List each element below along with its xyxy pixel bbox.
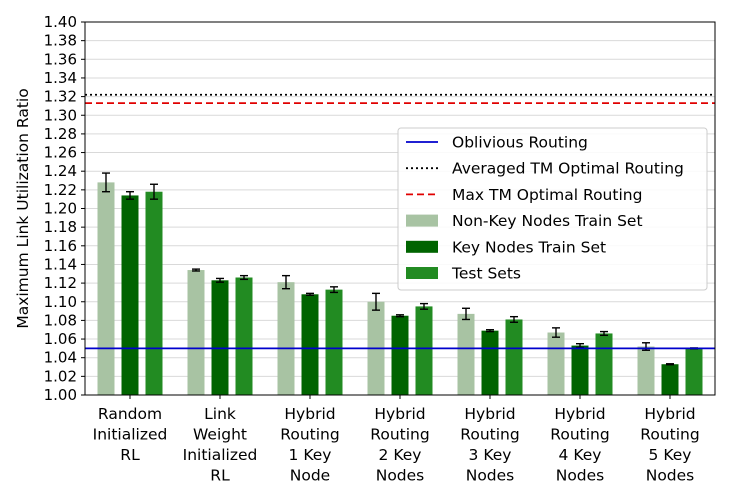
x-tick-label-line: Nodes (466, 467, 515, 485)
x-tick-label-line: Routing (460, 426, 519, 444)
bar (277, 282, 295, 395)
x-tick-label-line: Initialized (183, 446, 258, 464)
x-tick-label-line: Hybrid (374, 405, 425, 423)
bar (121, 195, 139, 395)
y-tick-label: 1.34 (44, 69, 77, 87)
x-tick-label-line: Routing (280, 426, 339, 444)
legend-patch-swatch (406, 240, 438, 253)
y-tick-label: 1.18 (44, 218, 77, 236)
bar (481, 330, 499, 395)
x-tick-label-line: Hybrid (464, 405, 515, 423)
legend: Oblivious Routing Averaged TM Optimal Rou… (397, 127, 708, 291)
y-tick-label: 1.00 (44, 386, 77, 404)
x-tick-label-line: Hybrid (644, 405, 695, 423)
legend-label: Test Sets (451, 265, 521, 283)
x-tick-label-line: RL (120, 446, 140, 464)
legend-label: Max TM Optimal Routing (452, 186, 642, 204)
reference-lines (85, 93, 715, 350)
x-tick-label-line: Nodes (556, 467, 605, 485)
legend-label: Oblivious Routing (452, 134, 588, 152)
y-tick-label: 1.12 (44, 274, 77, 292)
x-tick-label-line: Hybrid (554, 405, 605, 423)
x-tick-label-line: Initialized (93, 426, 168, 444)
x-tick-label-line: Routing (640, 426, 699, 444)
bar (685, 348, 703, 395)
bar (211, 280, 229, 395)
bars (97, 172, 703, 395)
x-tick-label-line: Link (204, 405, 236, 423)
x-tick-label: Hybrid Routing 2 Key Nodes (370, 405, 429, 485)
y-tick-label: 1.36 (44, 50, 77, 68)
x-tick-label: Random Initialized RL (93, 405, 168, 464)
y-tick-label: 1.20 (44, 200, 77, 218)
bar (661, 364, 679, 395)
x-tick-label-line: Random (98, 405, 162, 423)
y-tick-label: 1.04 (44, 349, 77, 367)
bar (457, 313, 475, 395)
x-tick-label-line: Hybrid (284, 405, 335, 423)
x-tick-label-line: 4 Key (559, 446, 602, 464)
y-tick-label: 1.02 (44, 367, 77, 385)
y-tick-label: 1.30 (44, 106, 77, 124)
legend-label: Non-Key Nodes Train Set (452, 212, 643, 230)
x-tick-label: Hybrid Routing 3 Key Nodes (460, 405, 519, 485)
x-axis-ticks: Random Initialized RL Link Weight Initialized… (93, 395, 700, 485)
y-tick-label: 1.10 (44, 293, 77, 311)
bar (547, 332, 565, 395)
y-tick-label: 1.26 (44, 144, 77, 162)
bar (145, 191, 163, 395)
y-tick-label: 1.16 (44, 237, 77, 255)
x-tick-label: Hybrid Routing 5 Key Nodes (640, 405, 699, 485)
legend-box (397, 127, 708, 291)
bar (637, 346, 655, 395)
y-tick-label: 1.22 (44, 181, 77, 199)
y-tick-label: 1.40 (44, 13, 77, 31)
x-tick-label: Link Weight Initialized RL (183, 405, 258, 485)
x-tick-label-line: 1 Key (289, 446, 332, 464)
legend-label: Key Nodes Train Set (452, 238, 606, 256)
bar (595, 333, 613, 395)
bar (235, 277, 253, 395)
x-tick-label-line: Routing (550, 426, 609, 444)
bar (415, 306, 433, 395)
y-tick-label: 1.24 (44, 162, 77, 180)
x-tick-label-line: Node (290, 467, 330, 485)
x-tick-label-line: 5 Key (649, 446, 692, 464)
y-tick-label: 1.38 (44, 32, 77, 50)
x-tick-label-line: Routing (370, 426, 429, 444)
y-axis-label: Maximum Link Utilization Ratio (14, 88, 32, 328)
bar (97, 182, 115, 395)
x-tick-label: Hybrid Routing 4 Key Nodes (550, 405, 609, 485)
y-tick-label: 1.28 (44, 125, 77, 143)
bar (391, 315, 409, 395)
x-tick-label-line: 2 Key (379, 446, 422, 464)
y-axis-ticks: 1.001.021.041.061.081.101.121.141.161.18… (44, 13, 85, 404)
y-tick-label: 1.06 (44, 330, 77, 348)
legend-label: Averaged TM Optimal Routing (452, 160, 684, 178)
x-tick-label-line: 3 Key (469, 446, 512, 464)
y-tick-label: 1.14 (44, 255, 77, 273)
bar (301, 294, 319, 395)
legend-patch-swatch (406, 214, 438, 227)
bar (325, 289, 343, 395)
x-tick-label-line: Nodes (646, 467, 695, 485)
legend-patch-swatch (406, 267, 438, 279)
x-tick-label-line: RL (210, 467, 230, 485)
bar (571, 345, 589, 395)
y-tick-label: 1.32 (44, 88, 77, 106)
bar (187, 270, 205, 395)
y-tick-label: 1.08 (44, 311, 77, 329)
x-tick-label-line: Weight (193, 426, 247, 444)
bar (505, 319, 523, 395)
x-tick-label: Hybrid Routing 1 Key Node (280, 405, 339, 485)
x-tick-label-line: Nodes (376, 467, 425, 485)
